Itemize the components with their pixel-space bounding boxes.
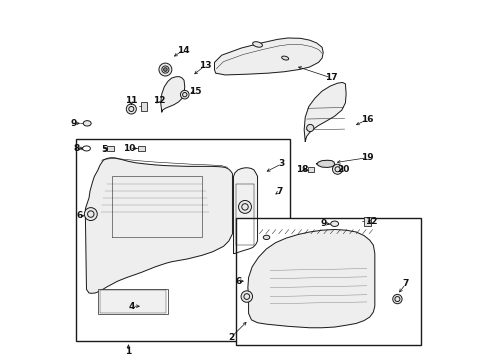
Bar (76, 139, 290, 341)
Text: 12: 12 (153, 96, 165, 105)
Polygon shape (248, 229, 375, 328)
Text: 3: 3 (278, 159, 285, 168)
Polygon shape (304, 82, 346, 141)
Text: 2: 2 (228, 333, 235, 342)
Bar (364, 217, 370, 226)
Circle shape (239, 201, 251, 213)
Bar (308, 167, 314, 172)
Text: 9: 9 (321, 219, 327, 228)
Text: 7: 7 (402, 279, 409, 288)
Text: 6: 6 (76, 211, 82, 220)
Text: 19: 19 (361, 153, 373, 162)
Polygon shape (317, 160, 335, 167)
Ellipse shape (253, 42, 263, 47)
Polygon shape (85, 158, 232, 293)
Text: 13: 13 (199, 61, 212, 70)
Bar (107, 145, 114, 151)
Text: 20: 20 (338, 165, 350, 174)
Text: 9: 9 (71, 119, 77, 128)
Text: 17: 17 (325, 73, 338, 82)
Text: 18: 18 (296, 165, 309, 174)
Text: 15: 15 (189, 87, 202, 96)
Circle shape (164, 68, 167, 71)
Ellipse shape (263, 235, 270, 239)
Bar (138, 145, 146, 151)
Ellipse shape (83, 121, 91, 126)
Polygon shape (161, 77, 185, 112)
Ellipse shape (282, 56, 289, 60)
Text: 4: 4 (129, 302, 135, 311)
Bar (98, 289, 168, 315)
Text: 16: 16 (361, 115, 373, 124)
Polygon shape (215, 38, 323, 75)
Text: 10: 10 (123, 144, 136, 153)
Circle shape (126, 104, 136, 114)
Circle shape (84, 208, 97, 221)
Circle shape (333, 164, 343, 174)
Circle shape (393, 294, 402, 304)
Text: 12: 12 (365, 217, 377, 226)
Circle shape (307, 125, 314, 132)
Ellipse shape (331, 221, 339, 226)
Text: 5: 5 (101, 145, 107, 154)
Bar (236, 218, 421, 345)
Circle shape (241, 291, 252, 302)
Polygon shape (234, 168, 258, 253)
Bar (141, 102, 147, 111)
Text: 6: 6 (235, 276, 241, 285)
Text: 8: 8 (74, 144, 79, 153)
Text: 14: 14 (177, 46, 190, 55)
Bar (100, 291, 166, 313)
Circle shape (180, 90, 189, 99)
Circle shape (159, 63, 172, 76)
Text: 11: 11 (125, 96, 138, 105)
Text: 7: 7 (276, 187, 283, 196)
Text: 1: 1 (125, 347, 132, 356)
